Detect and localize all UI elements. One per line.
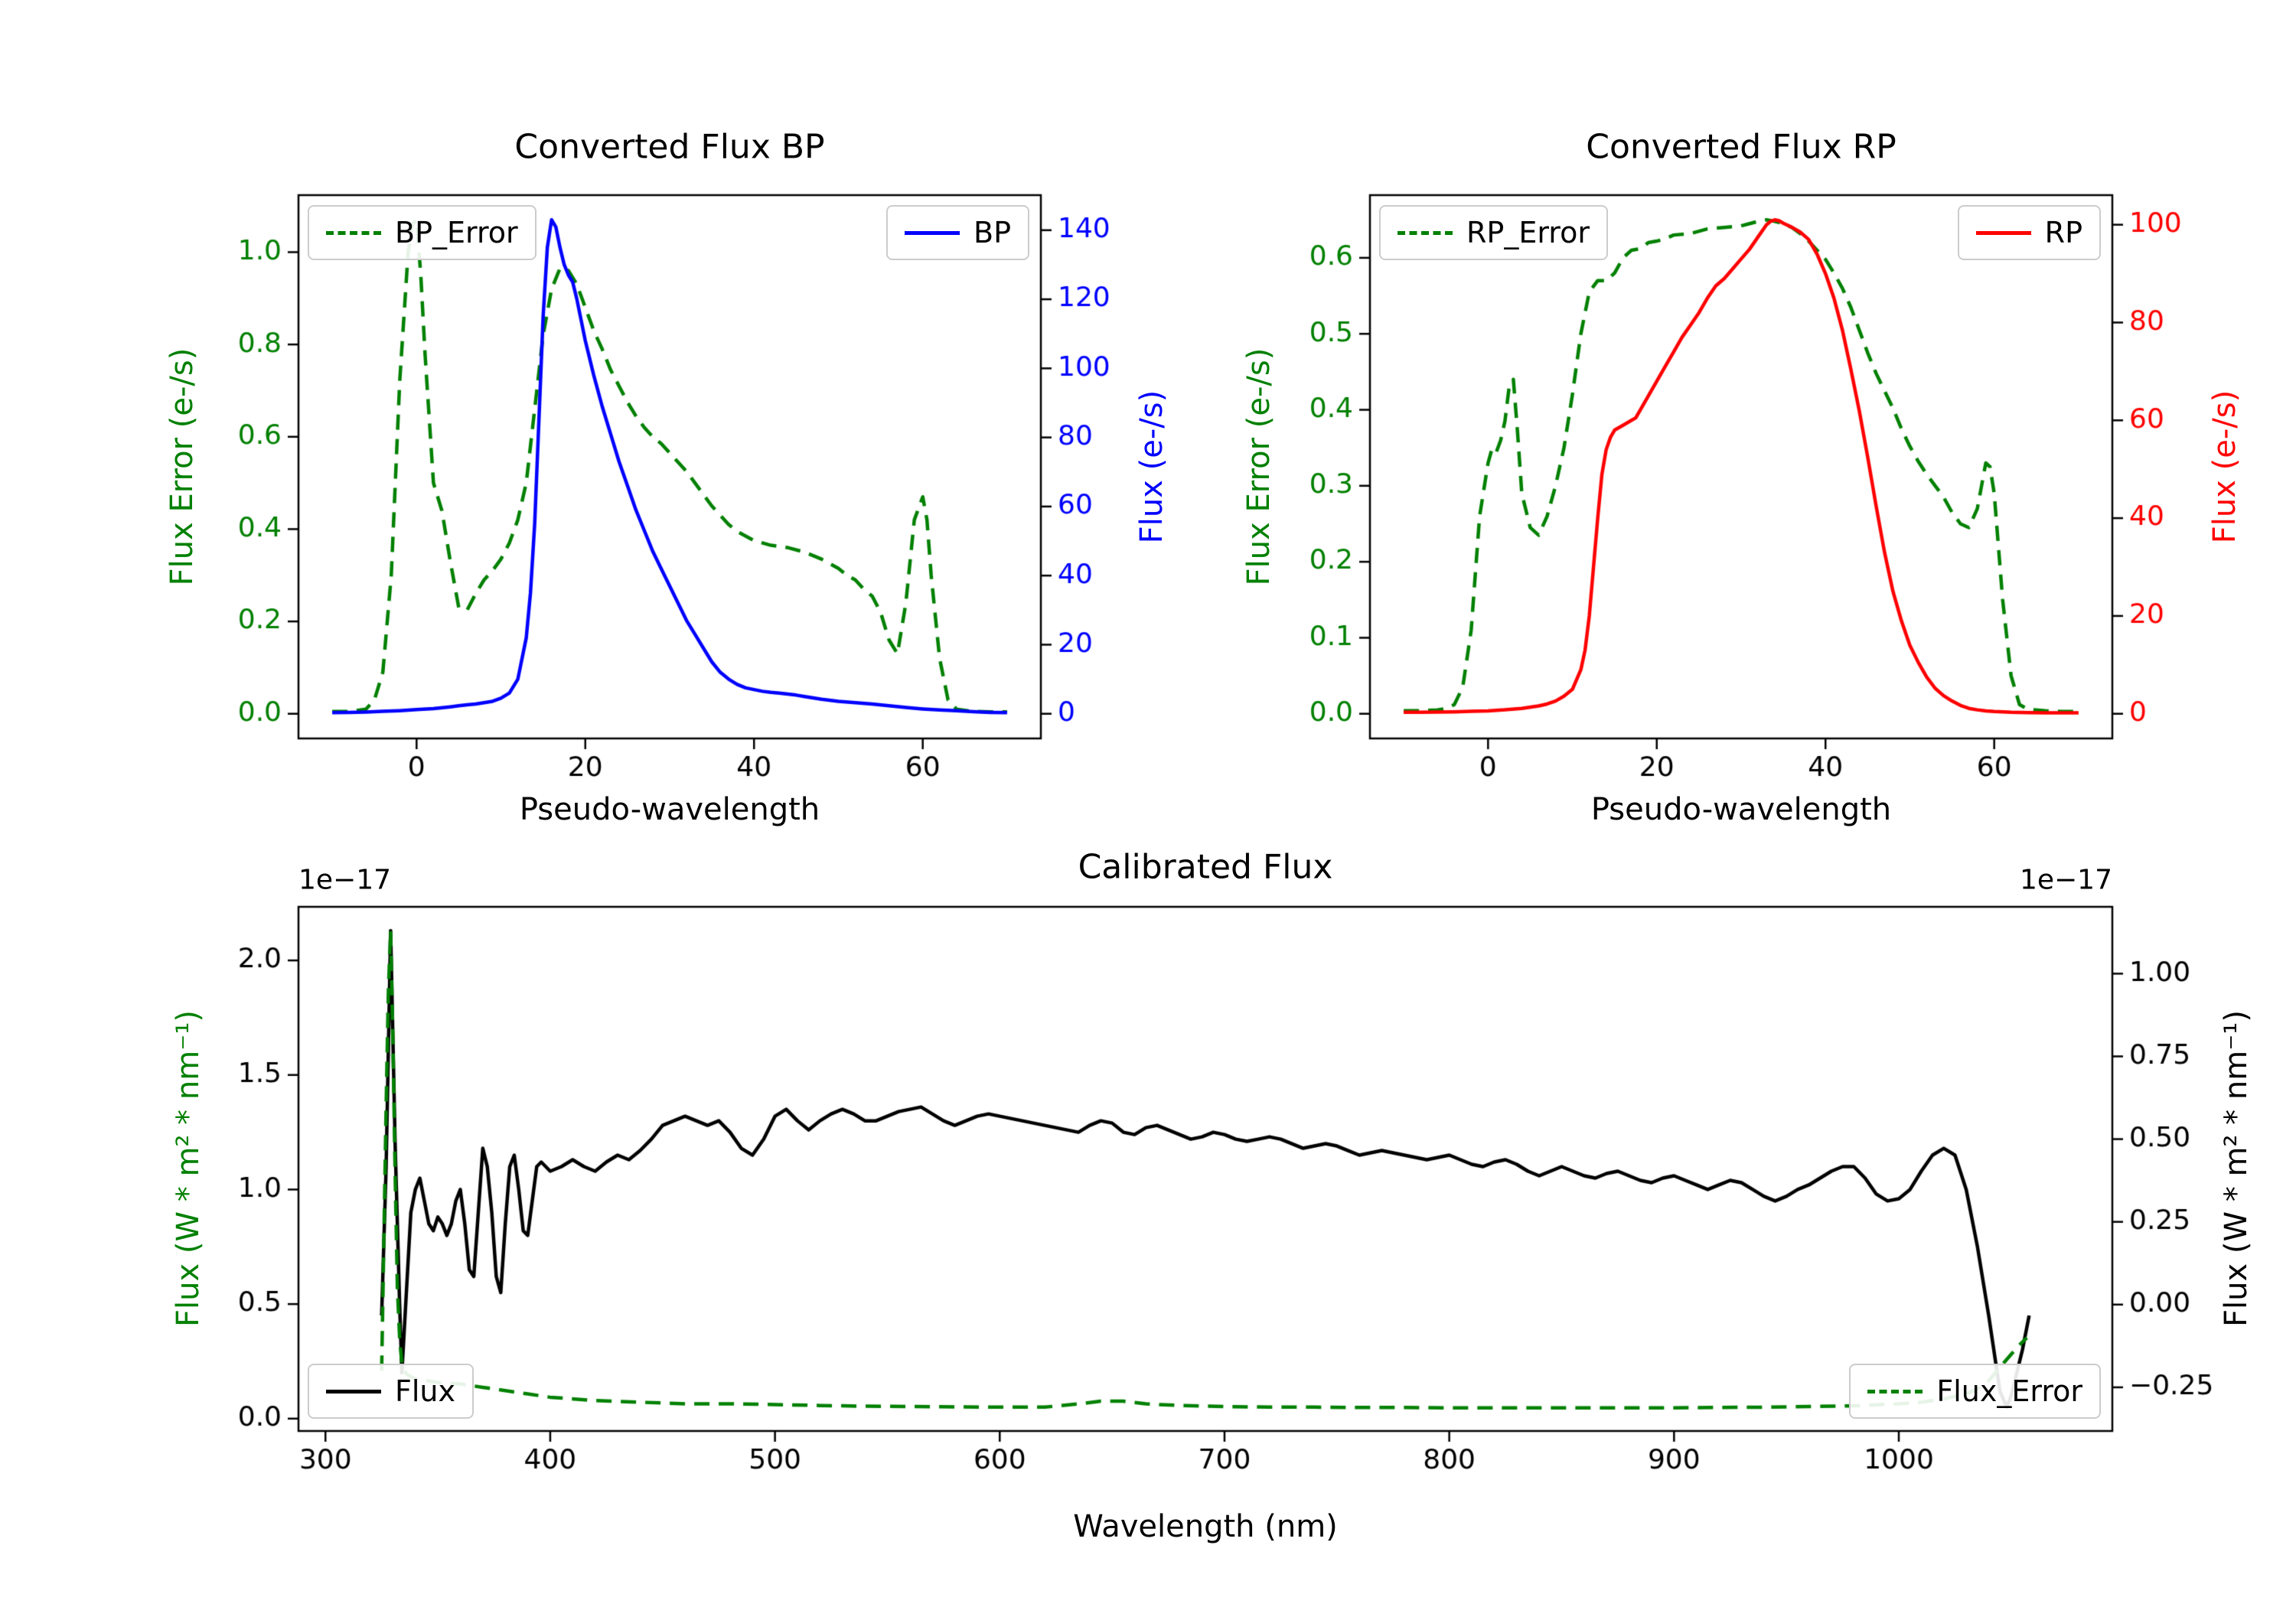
flux-error-legend: Flux_Error bbox=[1849, 1364, 2101, 1419]
bp-x-axis-label: Pseudo-wavelength bbox=[519, 792, 820, 827]
legend-solid-line-icon bbox=[1975, 230, 2031, 235]
calibrated-chart-title: Calibrated Flux bbox=[1078, 847, 1333, 887]
rp-left-y-axis-label: Flux Error (e-/s) bbox=[1241, 347, 1277, 586]
rp-chart-title: Converted Flux RP bbox=[1586, 127, 1896, 167]
legend-dashed-line-icon bbox=[1397, 230, 1453, 235]
bp-left-y-axis-label: Flux Error (e-/s) bbox=[165, 347, 200, 586]
calibrated-x-axis-label: Wavelength (nm) bbox=[1073, 1509, 1338, 1544]
rp-right-y-axis-label: Flux (e-/s) bbox=[2207, 390, 2242, 544]
bp-legend: BP bbox=[886, 205, 1029, 260]
bp-error-legend: BP_Error bbox=[308, 205, 536, 260]
legend-label: BP_Error bbox=[395, 216, 518, 249]
rp-x-axis-label: Pseudo-wavelength bbox=[1590, 792, 1892, 827]
calibrated-right-y-axis-label: Flux (W * m² * nm⁻¹) bbox=[2219, 1010, 2254, 1327]
legend-label: Flux bbox=[395, 1374, 455, 1408]
right-axis-offset-text: 1e−17 bbox=[2019, 864, 2112, 896]
legend-solid-line-icon bbox=[905, 230, 960, 235]
rp-error-legend: RP_Error bbox=[1379, 205, 1608, 260]
flux-legend: Flux bbox=[308, 1364, 474, 1419]
legend-dashed-line-icon bbox=[326, 230, 381, 235]
bp-right-y-axis-label: Flux (e-/s) bbox=[1134, 390, 1169, 544]
legend-label: RP bbox=[2044, 216, 2082, 249]
legend-solid-line-icon bbox=[326, 1389, 381, 1393]
rp-legend: RP bbox=[1957, 205, 2101, 260]
legend-dashed-line-icon bbox=[1867, 1389, 1923, 1393]
legend-label: BP bbox=[974, 216, 1011, 249]
legend-label: RP_Error bbox=[1466, 216, 1590, 249]
legend-label: Flux_Error bbox=[1936, 1374, 2082, 1408]
left-axis-offset-text: 1e−17 bbox=[298, 864, 392, 896]
calibrated-left-y-axis-label: Flux (W * m² * nm⁻¹) bbox=[171, 1010, 206, 1327]
bp-chart-title: Converted Flux BP bbox=[514, 127, 825, 167]
